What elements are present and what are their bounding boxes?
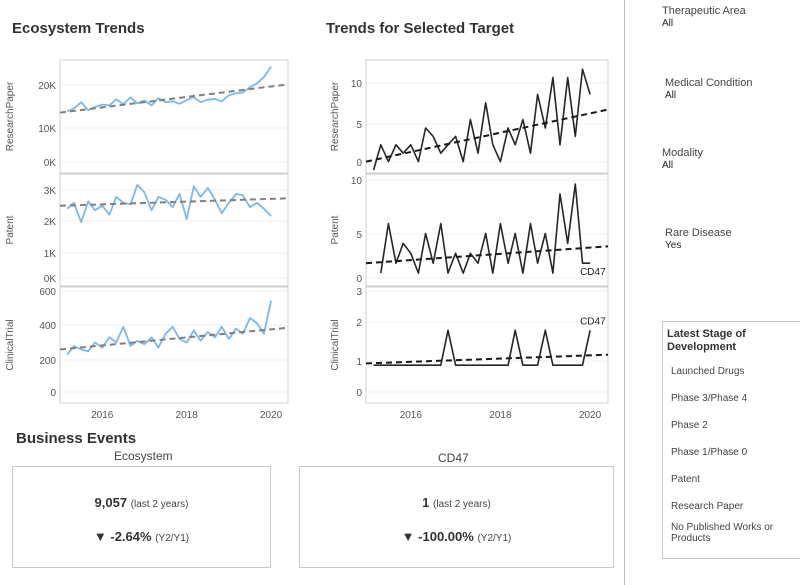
eco-y-tick-label: 400 <box>39 321 56 332</box>
eco-trend-line <box>59 326 289 351</box>
target-series-end-label: CD47 <box>580 267 606 278</box>
kpi-target-card[interactable]: 1 (last 2 years) ▼ -100.00% (Y2/Y1) <box>299 466 614 568</box>
target-trend-line <box>365 353 609 365</box>
eco-y-tick-label: 200 <box>39 356 56 367</box>
kpi-ecosystem-count: 9,057 (last 2 years) <box>13 495 270 510</box>
eco-y-tick-label: 20K <box>38 81 56 92</box>
eco-trend-line <box>59 197 289 207</box>
target-y-tick-label: 10 <box>351 176 363 187</box>
eco-panel-frame <box>59 59 289 174</box>
filter-rare-disease[interactable]: Rare Disease Yes <box>665 227 732 252</box>
target-x-tick-label: 2016 <box>400 410 423 421</box>
kpi-target-change-note: (Y2/Y1) <box>477 533 512 544</box>
filter-therapeutic-area-value[interactable]: All <box>662 18 674 29</box>
kpi-target-change-value: -100.00% <box>418 529 474 544</box>
target-y-tick-label: 3 <box>356 287 362 298</box>
target-y-axis-label: Patent <box>330 215 341 244</box>
eco-x-tick-label: 2016 <box>91 410 114 421</box>
target-y-tick-label: 5 <box>356 120 362 131</box>
kpi-ecosystem-change-value: -2.64% <box>110 529 152 544</box>
kpi-target-change: ▼ -100.00% (Y2/Y1) <box>300 529 613 544</box>
eco-series-line <box>66 183 272 224</box>
legend-item-phase-2[interactable]: Phase 2 <box>671 420 708 431</box>
filter-modality-label: Modality <box>662 147 703 159</box>
development-stage-legend: Latest Stage of Development Launched Dru… <box>662 321 800 559</box>
eco-x-tick-label: 2018 <box>176 410 199 421</box>
eco-trend-line <box>59 83 289 114</box>
legend-item-research-paper[interactable]: Research Paper <box>671 501 744 512</box>
eco-panel-frame <box>59 286 289 404</box>
target-y-tick-label: 10 <box>351 79 363 90</box>
target-trend-line <box>365 108 609 163</box>
legend-title: Latest Stage of Development <box>667 328 746 353</box>
dashboard-canvas: Ecosystem Trends Trends for Selected Tar… <box>0 0 625 585</box>
filter-modality-value[interactable]: All <box>662 160 674 171</box>
kpi-ecosystem-header: Ecosystem <box>114 449 173 463</box>
legend-item-patent[interactable]: Patent <box>671 474 700 485</box>
selected-target-trends-title: Trends for Selected Target <box>326 20 515 37</box>
eco-y-axis-label: Patent <box>5 215 16 244</box>
down-arrow-icon: ▼ <box>401 529 415 544</box>
filter-medical-condition-label: Medical Condition <box>665 77 753 89</box>
legend-item-phase-3-4[interactable]: Phase 3/Phase 4 <box>671 393 748 404</box>
eco-y-tick-label: 600 <box>39 287 56 298</box>
target-y-tick-label: 2 <box>356 318 362 329</box>
eco-y-tick-label: 3K <box>44 186 57 197</box>
trend-charts[interactable]: 0K10K20KResearchPaper0K1K2K3KPatent02004… <box>0 0 625 430</box>
eco-y-tick-label: 0 <box>50 388 56 399</box>
filter-medical-condition[interactable]: Medical Condition All <box>665 77 753 102</box>
filter-medical-condition-value[interactable]: All <box>665 90 677 101</box>
target-x-tick-label: 2020 <box>579 410 602 421</box>
target-series-line <box>373 329 591 367</box>
target-y-axis-label: ResearchPaper <box>330 81 341 151</box>
eco-series-line <box>66 300 272 356</box>
target-y-tick-label: 0 <box>356 274 362 285</box>
legend-item-phase-1-0[interactable]: Phase 1/Phase 0 <box>671 447 748 458</box>
target-series-end-label: CD47 <box>580 316 606 327</box>
target-y-axis-label: ClinicalTrial <box>330 319 341 370</box>
eco-y-axis-label: ClinicalTrial <box>5 319 16 370</box>
kpi-target-value-note: (last 2 years) <box>433 499 491 510</box>
kpi-ecosystem-value: 9,057 <box>94 495 128 510</box>
kpi-target-count: 1 (last 2 years) <box>300 495 613 510</box>
eco-panel-frame <box>59 173 289 287</box>
kpi-ecosystem-change: ▼ -2.64% (Y2/Y1) <box>13 529 270 544</box>
legend-item-no-published-works[interactable]: No Published Works or Products <box>671 522 774 544</box>
filter-rare-disease-value[interactable]: Yes <box>665 240 682 251</box>
eco-y-tick-label: 0K <box>44 158 57 169</box>
kpi-ecosystem-card[interactable]: 9,057 (last 2 years) ▼ -2.64% (Y2/Y1) <box>12 466 271 568</box>
kpi-ecosystem-change-note: (Y2/Y1) <box>155 533 190 544</box>
legend-item-launched-drugs[interactable]: Launched Drugs <box>671 366 745 377</box>
target-series-line <box>380 183 591 274</box>
target-y-tick-label: 0 <box>356 388 362 399</box>
kpi-ecosystem-value-note: (last 2 years) <box>130 499 189 510</box>
eco-y-axis-label: ResearchPaper <box>5 81 16 151</box>
eco-y-tick-label: 10K <box>38 124 56 135</box>
filter-therapeutic-area[interactable]: Therapeutic Area All <box>662 5 746 30</box>
kpi-target-header: CD47 <box>438 451 469 465</box>
filter-therapeutic-area-label: Therapeutic Area <box>662 5 746 17</box>
target-trend-line <box>365 245 609 265</box>
business-events-title: Business Events <box>16 430 137 447</box>
down-arrow-icon: ▼ <box>93 529 107 544</box>
target-y-tick-label: 5 <box>356 230 362 241</box>
filter-modality[interactable]: Modality All <box>662 147 703 172</box>
target-x-tick-label: 2018 <box>489 410 512 421</box>
target-panel-frame <box>365 173 609 287</box>
target-y-tick-label: 0 <box>356 158 362 169</box>
target-panel-frame <box>365 286 609 404</box>
eco-x-tick-label: 2020 <box>260 410 283 421</box>
eco-y-tick-label: 2K <box>44 217 57 228</box>
target-series-line <box>372 68 591 171</box>
eco-y-tick-label: 0K <box>44 274 57 285</box>
eco-series-line <box>66 66 272 113</box>
ecosystem-trends-title: Ecosystem Trends <box>12 20 145 37</box>
kpi-target-value: 1 <box>422 495 430 510</box>
target-y-tick-label: 1 <box>356 357 362 368</box>
filter-rare-disease-label: Rare Disease <box>665 227 732 239</box>
eco-y-tick-label: 1K <box>44 249 57 260</box>
